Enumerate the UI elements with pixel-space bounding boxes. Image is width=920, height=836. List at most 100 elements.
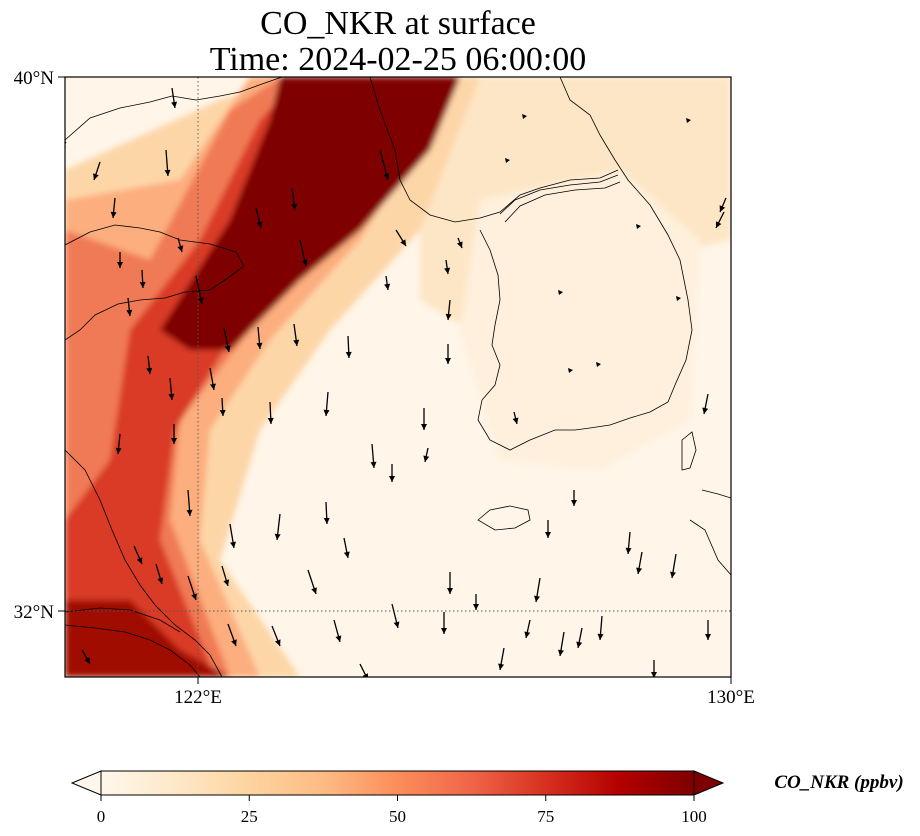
wind-arrow-head: [274, 639, 281, 646]
wind-arrow-head: [146, 367, 153, 374]
wind-arrow-head: [168, 393, 175, 400]
wind-arrow-head: [393, 621, 400, 628]
wind-arrow-head: [267, 417, 274, 424]
wind-arrow-head: [191, 593, 197, 600]
wind-arrow-head: [323, 517, 330, 524]
wind-arrow-head: [209, 383, 216, 390]
wind-arrow-head: [171, 438, 177, 444]
border-china-nk-2: [504, 181, 621, 223]
map-frame: [64, 76, 732, 678]
wind-arrow-head: [421, 424, 427, 430]
ytick-label-32: 32°N: [14, 602, 55, 623]
wind-arrow-head: [670, 571, 676, 578]
wind-arrow-head: [558, 290, 563, 295]
co-field-max-south: [65, 600, 230, 677]
wind-arrow-head: [219, 409, 226, 416]
coastline-yangtze-south: [65, 624, 201, 677]
co-field-band-core: [65, 77, 440, 677]
wind-arrow-head: [400, 239, 406, 246]
map-panel: [65, 77, 731, 677]
wind-arrow-head: [197, 297, 204, 304]
wind-arrow-head: [224, 345, 231, 352]
wind-arrow-head: [705, 634, 711, 640]
wind-arrow-head: [445, 313, 452, 320]
coastline-liaodong: [65, 77, 283, 141]
wind-vectors: [65, 87, 727, 677]
wind-arrow-head: [136, 557, 143, 564]
colorbar-extend-min: [70, 770, 102, 796]
wind-arrow-head: [335, 635, 342, 642]
wind-arrow-head: [445, 358, 451, 364]
coastline-tsushima: [681, 431, 697, 471]
wind-arrow-head: [274, 533, 281, 540]
coastline-jeju: [477, 505, 531, 531]
xtick-label-130: 130°E: [707, 687, 755, 708]
wind-arrow-head: [343, 551, 350, 558]
wind-arrow-head: [558, 649, 564, 656]
wind-arrow-head: [362, 673, 368, 677]
colorbar: 0 25 50 75 100 CO_NKR (ppbv): [70, 770, 904, 826]
xtick-label-122: 122°E: [174, 687, 222, 708]
wind-arrow-head: [676, 296, 681, 301]
wind-arrow-head: [291, 203, 298, 210]
wind-arrow-head: [256, 221, 263, 228]
wind-arrow-head: [636, 224, 641, 229]
wind-arrow-head: [447, 588, 453, 594]
colorbar-gradient: [100, 770, 695, 796]
wind-arrow-head: [293, 339, 300, 346]
wind-arrow-head: [84, 657, 90, 664]
axis-ticks: [58, 76, 732, 684]
wind-arrow-head: [716, 221, 722, 228]
wind-arrow-head: [171, 101, 178, 108]
coastline-jiangsu: [65, 449, 223, 677]
wind-arrow-head: [441, 628, 447, 634]
colorbar-tick-label: 0: [97, 807, 106, 826]
wind-arrow-head: [568, 368, 573, 373]
wind-arrow-head: [571, 500, 577, 506]
wind-arrow-head: [597, 633, 604, 640]
gridlines: [65, 77, 731, 677]
colorbar-tick-label: 100: [681, 807, 707, 826]
wind-arrow-head: [311, 587, 317, 594]
colorbar-ticks: 0 25 50 75 100: [97, 795, 707, 826]
wind-arrow-head: [323, 409, 330, 416]
coastline-yangtze-north: [65, 607, 181, 633]
wind-arrow-head: [456, 241, 463, 248]
coastline-north-korea-west: [369, 77, 619, 223]
wind-arrow-head: [177, 245, 184, 252]
coastline-kyushu: [689, 489, 731, 576]
wind-arrow-head: [512, 417, 519, 424]
wind-arrow-head: [719, 205, 726, 212]
wind-arrow-head: [576, 641, 583, 648]
wind-arrow-head: [384, 283, 391, 290]
wind-arrow-head: [93, 173, 99, 180]
wind-arrow-head: [423, 455, 430, 462]
wind-arrow-head: [370, 461, 377, 468]
wind-arrow-head: [389, 476, 395, 482]
wind-arrow-head: [164, 169, 171, 176]
wind-arrow-head: [702, 407, 709, 414]
wind-arrow-head: [139, 281, 146, 288]
coastline-shandong: [65, 224, 245, 341]
wind-arrow-head: [636, 567, 643, 574]
coastline-korea-west: [477, 229, 591, 451]
map-title-line1: CO_NKR at surface: [260, 5, 536, 42]
wind-arrow-shaft: [359, 663, 368, 677]
wind-arrow-head: [522, 114, 527, 119]
wind-arrow-head: [524, 631, 531, 638]
wind-arrow-head: [230, 541, 236, 548]
ytick-label-40: 40°N: [14, 68, 55, 89]
colorbar-extend-max: [693, 770, 725, 796]
wind-arrow-head: [545, 532, 551, 538]
colorbar-label: CO_NKR (ppbv): [774, 772, 903, 793]
map-title-line2: Time: 2024-02-25 06:00:00: [210, 41, 587, 78]
wind-arrow-head: [186, 509, 193, 516]
colorbar-tick-label: 25: [241, 807, 258, 826]
wind-arrow-head: [256, 342, 263, 349]
coastline-korea-east: [559, 77, 693, 429]
wind-arrow-head: [651, 672, 657, 677]
wind-arrow-head: [686, 118, 691, 123]
wind-arrow-head: [223, 579, 230, 586]
co-field-light-peninsula: [460, 170, 700, 470]
